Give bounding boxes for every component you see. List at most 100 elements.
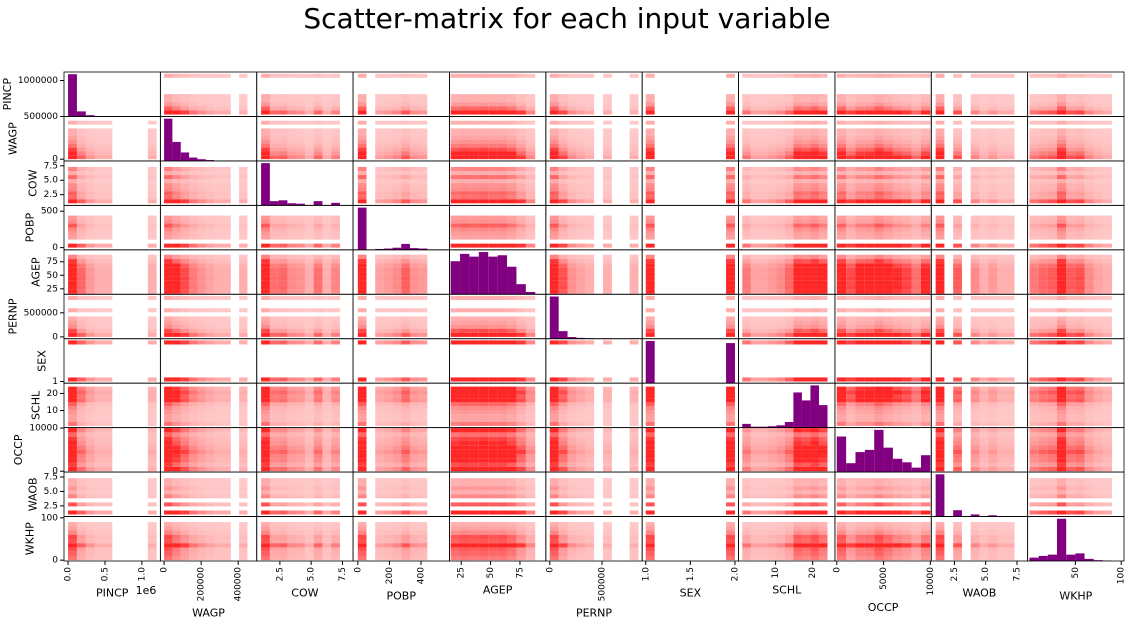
scatter-density: [911, 223, 921, 228]
scatter-density: [214, 328, 223, 333]
scatter-density: [801, 94, 811, 99]
scatter-density: [222, 316, 231, 321]
scatter-density: [855, 166, 865, 172]
cell: [641, 293, 739, 340]
scatter-density: [1102, 191, 1113, 196]
scatter-density: [902, 377, 912, 382]
scatter-density: [629, 263, 639, 268]
scatter-density: [478, 394, 489, 399]
scatter-density: [331, 155, 340, 160]
scatter-density: [549, 171, 559, 176]
scatter-density: [883, 136, 893, 140]
scatter-density: [269, 328, 279, 333]
scatter-density: [103, 320, 113, 325]
scatter-density: [883, 231, 893, 236]
scatter-density: [222, 449, 231, 454]
scatter-density: [759, 136, 768, 140]
scatter-density: [902, 285, 912, 290]
scatter-density: [478, 179, 489, 184]
cell: [834, 293, 932, 340]
scatter-density: [357, 402, 367, 407]
scatter-density: [874, 377, 884, 382]
scatter-density: [516, 136, 526, 140]
cell-frame: [834, 338, 932, 384]
scatter-density: [94, 171, 104, 176]
scatter-density: [1075, 243, 1085, 248]
scatter-density: [85, 259, 95, 264]
scatter-density: [401, 106, 410, 111]
scatter-density: [726, 187, 735, 192]
scatter-density: [953, 324, 962, 329]
cell-frame: [63, 71, 161, 117]
scatter-density: [558, 120, 568, 125]
scatter-density: [469, 166, 479, 172]
scatter-density: [488, 183, 498, 188]
scatter-density: [920, 94, 931, 99]
scatter-density: [383, 183, 393, 188]
scatter-density: [450, 199, 461, 204]
scatter-density: [197, 106, 206, 111]
scatter-density: [1084, 285, 1094, 290]
scatter-density: [1029, 73, 1039, 78]
scatter-density: [567, 227, 577, 232]
scatter-density: [818, 295, 828, 301]
scatter-density: [261, 219, 270, 224]
scatter-density: [818, 272, 828, 277]
scatter-density: [68, 199, 77, 204]
scatter-density: [549, 151, 559, 156]
scatter-density: [742, 243, 751, 248]
scatter-density: [793, 259, 802, 264]
scatter-density: [902, 151, 912, 156]
scatter-density: [567, 219, 577, 224]
scatter-density: [567, 386, 577, 391]
cell: [641, 249, 739, 295]
scatter-density: [269, 98, 279, 103]
scatter-density: [488, 394, 498, 399]
scatter-density: [76, 377, 86, 382]
scatter-density: [205, 223, 215, 228]
scatter-density: [576, 155, 586, 160]
scatter-density: [810, 280, 819, 286]
scatter-density: [296, 151, 305, 156]
scatter-density: [776, 223, 785, 228]
scatter-density: [331, 227, 340, 232]
scatter-density: [988, 406, 997, 411]
scatter-density: [846, 215, 856, 220]
scatter-density: [322, 94, 332, 99]
scatter-density: [460, 227, 470, 232]
scatter-density: [645, 139, 655, 144]
scatter-density: [375, 120, 384, 125]
cell: [449, 338, 547, 384]
scatter-density: [750, 183, 760, 188]
scatter-density: [147, 295, 157, 301]
scatter-density: [920, 219, 931, 224]
scatter-density: [911, 320, 921, 325]
scatter-density: [1029, 166, 1039, 172]
scatter-density: [488, 132, 498, 137]
scatter-density: [836, 231, 847, 236]
scatter-density: [1005, 316, 1015, 321]
scatter-density: [525, 410, 536, 415]
scatter-density: [874, 285, 884, 290]
scatter-density: [313, 386, 323, 391]
scatter-density: [801, 139, 811, 144]
scatter-density: [567, 199, 577, 204]
scatter-density: [953, 94, 962, 99]
scatter-density: [383, 386, 393, 391]
scatter-density: [1038, 406, 1048, 411]
scatter-density: [239, 263, 248, 268]
scatter-density: [222, 328, 231, 333]
scatter-density: [801, 289, 811, 294]
scatter-density: [979, 243, 989, 248]
scatter-density: [645, 285, 655, 290]
scatter-density: [1029, 421, 1039, 426]
scatter-density: [750, 289, 760, 294]
scatter-density: [935, 175, 945, 180]
scatter-density: [261, 390, 270, 395]
scatter-density: [953, 421, 962, 426]
scatter-density: [497, 243, 508, 248]
scatter-density: [357, 324, 367, 329]
scatter-density: [902, 132, 912, 137]
scatter-density: [776, 98, 785, 103]
scatter-density: [818, 259, 828, 264]
